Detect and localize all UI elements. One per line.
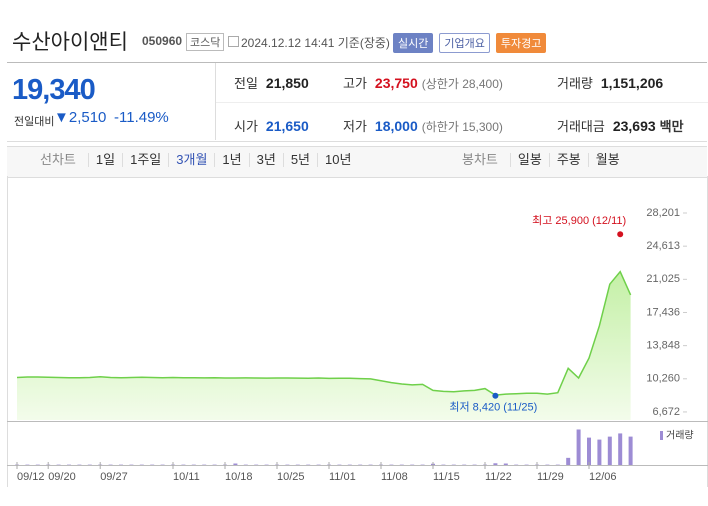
- header-button[interactable]: 실시간: [393, 33, 434, 53]
- change-label: 전일대비: [14, 116, 55, 128]
- y-tick-label: 24,613: [646, 240, 680, 252]
- y-tick-label: 10,260: [646, 373, 680, 385]
- x-tick-label: 10/11: [173, 471, 200, 483]
- volume-bar: [628, 436, 633, 465]
- y-tick-label: 13,848: [646, 340, 680, 352]
- tab-bar: [7, 146, 707, 178]
- x-tick-label: 10/25: [277, 471, 305, 483]
- stat-value: 1,151,206: [600, 75, 664, 91]
- period-tab[interactable]: 월봉: [587, 153, 627, 167]
- stat-label: 저가: [343, 119, 367, 134]
- divider: [216, 102, 708, 103]
- x-tick-label: 11/22: [485, 471, 512, 483]
- line-tabs: 선차트 1일 1주일 3개월 1년 3년 5년 10년: [33, 153, 358, 167]
- volume-bar: [597, 439, 602, 465]
- period-tab[interactable]: 5년: [282, 153, 317, 167]
- tab-group-label: 봉차트: [462, 152, 498, 167]
- annotation: 최고 25,900 (12/11): [532, 214, 626, 227]
- candle-tabs: 봉차트 일봉 주봉 월봉: [455, 153, 627, 167]
- stat-label: 거래량: [557, 76, 593, 91]
- change: ▼2,510: [54, 109, 107, 126]
- volume-bar: [503, 463, 508, 465]
- legend-label: 거래량: [666, 430, 694, 442]
- y-tick-label: 28,201: [646, 207, 680, 219]
- x-tick-label: 09/12: [17, 471, 45, 483]
- title: 수산아이앤티: [12, 31, 128, 54]
- stat-value: 21,650: [265, 118, 309, 134]
- stat-note: (상한가 28,400): [421, 77, 503, 91]
- annotation: 최저 8,420 (11/25): [449, 401, 537, 414]
- price-line: [16, 270, 632, 396]
- x-tick-label: 11/08: [381, 471, 408, 483]
- stat-label: 고가: [343, 76, 367, 91]
- period-tab[interactable]: 1주일: [122, 153, 168, 167]
- period-tab[interactable]: 일봉: [509, 153, 549, 167]
- stat: 고가 23,750 (상한가 28,400): [343, 73, 503, 92]
- x-tick-label: 09/27: [100, 471, 128, 483]
- stat-unit: 백만: [659, 119, 684, 134]
- period-tab[interactable]: 3개월: [168, 153, 214, 167]
- volume-bar: [493, 463, 498, 465]
- period-tab[interactable]: 1일: [87, 153, 122, 167]
- x-tick-label: 11/29: [537, 471, 564, 483]
- quote-box: [7, 62, 707, 142]
- stat: 거래대금 23,693 백만: [557, 116, 684, 135]
- stat-value: 21,850: [265, 75, 309, 91]
- market-badge: 코스닥: [186, 33, 225, 51]
- stat-label: 시가: [234, 119, 258, 134]
- volume-bar: [607, 436, 612, 465]
- stat: 전일 21,850: [234, 73, 309, 92]
- y-tick-label: 6,672: [652, 406, 680, 418]
- volume-bar: [576, 429, 581, 465]
- x-tick-label: 09/20: [48, 471, 76, 483]
- stat-value: 23,693: [612, 118, 656, 134]
- change-rate: -11.49%: [114, 109, 169, 126]
- period-tab[interactable]: 3년: [248, 153, 283, 167]
- period-tab[interactable]: 주봉: [548, 153, 588, 167]
- tab-group-label: 선차트: [40, 152, 76, 167]
- legend-swatch: [660, 431, 663, 440]
- header-button[interactable]: 기업개요: [439, 33, 490, 53]
- calendar-icon: [228, 36, 239, 47]
- x-tick-label: 11/15: [433, 471, 460, 483]
- x-tick-label: 12/06: [589, 471, 617, 483]
- stat-value: 18,000: [374, 118, 418, 134]
- stat-label: 거래대금: [557, 119, 605, 134]
- y-tick-label: 17,436: [646, 306, 680, 318]
- volume-bar: [233, 463, 238, 465]
- extreme-point: [492, 392, 499, 399]
- volume-bar: [566, 457, 571, 465]
- y-tick-label: 21,025: [646, 273, 680, 285]
- stat-value: 23,750: [374, 75, 418, 91]
- stat: 시가 21,650: [234, 116, 309, 135]
- timestamp: 2024.12.12 14:41 기준(장중): [241, 36, 390, 50]
- code: 050960: [142, 34, 183, 48]
- volume-bar: [587, 437, 591, 465]
- stat: 저가 18,000 (하한가 15,300): [343, 116, 503, 135]
- x-tick-label: 11/01: [329, 471, 356, 483]
- stat-label: 전일: [234, 76, 258, 91]
- x-tick-label: 10/18: [225, 471, 253, 483]
- area-fill: [17, 271, 631, 420]
- header-button[interactable]: 투자경고: [495, 33, 547, 53]
- extreme-point: [617, 231, 624, 238]
- period-tab[interactable]: 10년: [317, 153, 358, 167]
- period-tab[interactable]: 1년: [214, 153, 248, 167]
- divider: [215, 63, 216, 140]
- price: 19,340: [12, 74, 96, 106]
- stat: 거래량 1,151,206: [557, 73, 663, 92]
- stat-note: (하한가 15,300): [421, 120, 503, 134]
- volume-bar: [618, 433, 623, 465]
